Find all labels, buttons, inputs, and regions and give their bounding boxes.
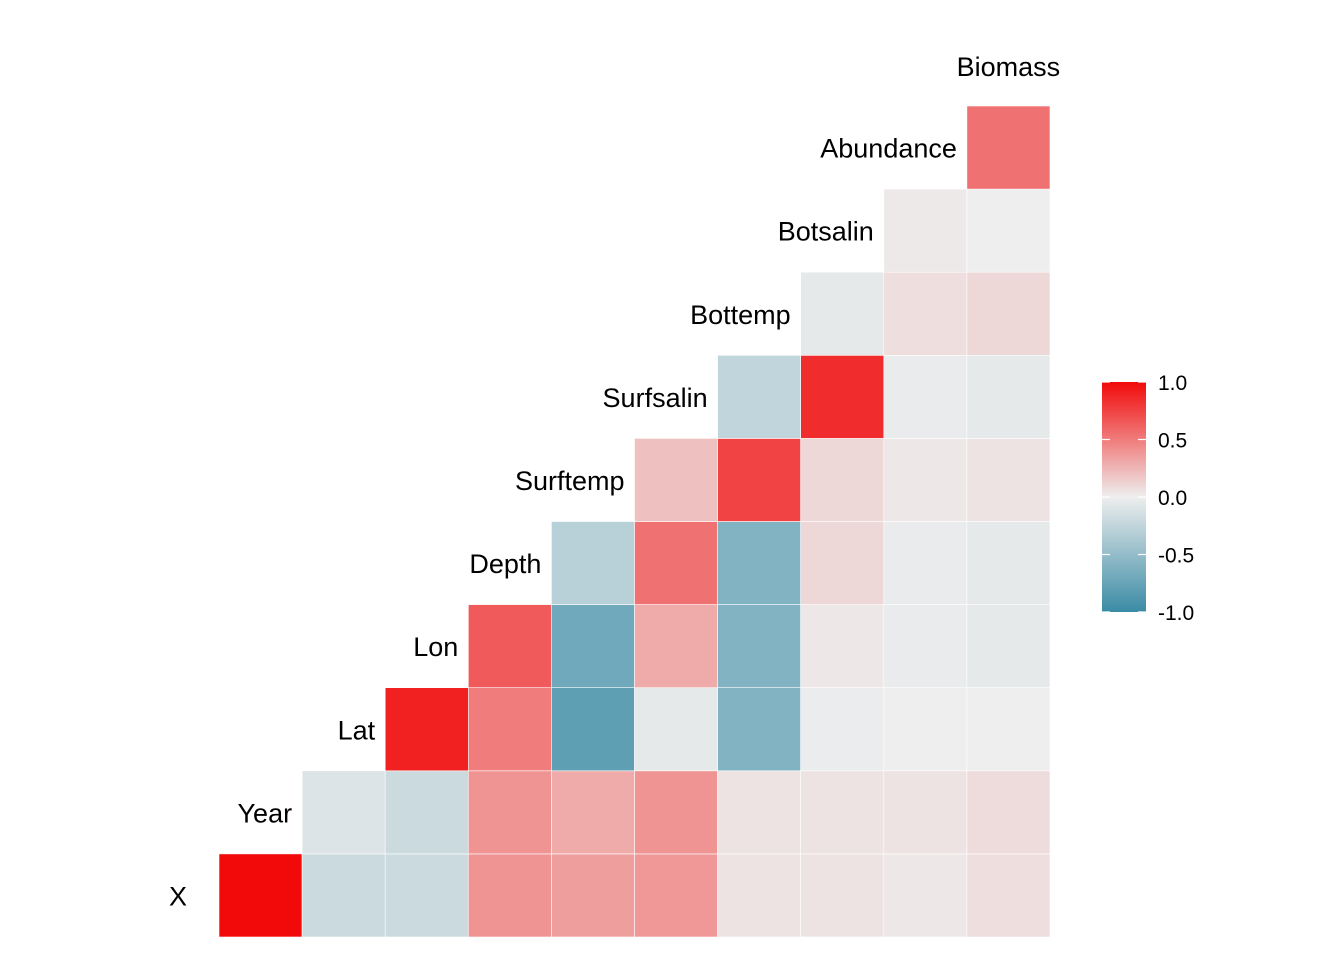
cell-surftemp-biomass xyxy=(966,438,1051,522)
cell-surfsalin-biomass xyxy=(966,354,1051,439)
variable-labels: X Year Lat Lon Depth Surftemp Surfsalin Bottemp… xyxy=(169,52,1060,912)
cell-lon-abundance xyxy=(883,604,968,688)
cell-x-bottemp xyxy=(717,853,801,938)
cell-surftemp-abundance xyxy=(883,438,968,522)
cell-depth-surftemp xyxy=(551,521,635,605)
cell-depth-bottemp xyxy=(717,521,801,605)
cell-year-botsalin xyxy=(800,770,885,855)
cell-lon-botsalin xyxy=(800,604,885,688)
cell-depth-biomass xyxy=(966,521,1051,605)
cell-x-surftemp xyxy=(551,853,635,938)
cell-x-depth xyxy=(467,853,552,938)
legend-ticks: 1.0 0.5 0.0 -0.5 -1.0 xyxy=(1102,372,1194,625)
cell-lon-biomass xyxy=(966,604,1051,688)
cell-bottemp-abundance xyxy=(883,271,968,356)
label-lat: Lat xyxy=(338,715,376,745)
cell-lat-depth xyxy=(467,687,552,772)
cell-surfsalin-botsalin xyxy=(800,354,885,439)
cell-depth-abundance xyxy=(883,521,968,605)
cell-lat-bottemp xyxy=(717,687,801,772)
legend-tick-label: 1.0 xyxy=(1158,372,1187,395)
cell-bottemp-biomass xyxy=(966,271,1051,356)
cell-abundance-biomass xyxy=(966,105,1051,190)
cell-surfsalin-bottemp xyxy=(717,354,801,439)
cell-lon-depth xyxy=(467,604,552,688)
label-depth: Depth xyxy=(469,549,541,579)
heatmap-cells xyxy=(218,105,1051,938)
cell-lon-surftemp xyxy=(551,604,635,688)
cell-surftemp-bottemp xyxy=(717,438,801,522)
cell-year-surfsalin xyxy=(634,770,718,855)
cell-x-lon xyxy=(384,853,469,938)
label-botsalin: Botsalin xyxy=(778,217,874,247)
cell-lat-surftemp xyxy=(551,687,635,772)
cell-x-surfsalin xyxy=(634,853,718,938)
cell-bottemp-botsalin xyxy=(800,271,885,356)
label-bottemp: Bottemp xyxy=(690,300,791,330)
cell-botsalin-abundance xyxy=(883,188,968,273)
label-x: X xyxy=(169,882,187,912)
label-biomass: Biomass xyxy=(957,52,1061,82)
cell-lat-abundance xyxy=(883,687,968,772)
cell-x-botsalin xyxy=(800,853,885,938)
cell-lat-biomass xyxy=(966,687,1051,772)
cell-year-lon xyxy=(384,770,469,855)
legend-tick-label: 0.5 xyxy=(1158,430,1187,453)
cell-year-surftemp xyxy=(551,770,635,855)
cell-botsalin-biomass xyxy=(966,188,1051,273)
cell-surftemp-botsalin xyxy=(800,438,885,522)
cell-lat-lon xyxy=(384,687,469,772)
label-abundance: Abundance xyxy=(820,134,957,164)
cell-year-abundance xyxy=(883,770,968,855)
cell-x-lat xyxy=(301,853,386,938)
cell-lat-surfsalin xyxy=(634,687,718,772)
legend-tick-label: -0.5 xyxy=(1158,545,1194,568)
cell-depth-surfsalin xyxy=(634,521,718,605)
label-surftemp: Surftemp xyxy=(515,466,625,496)
cell-x-abundance xyxy=(883,853,968,938)
cell-lon-bottemp xyxy=(717,604,801,688)
cell-year-lat xyxy=(301,770,386,855)
cell-depth-botsalin xyxy=(800,521,885,605)
label-year: Year xyxy=(238,798,293,828)
cell-x-biomass xyxy=(966,853,1051,938)
cell-lat-botsalin xyxy=(800,687,885,772)
legend-tick-label: 0.0 xyxy=(1158,487,1187,510)
label-lon: Lon xyxy=(413,632,458,662)
legend-tick-label: -1.0 xyxy=(1158,602,1194,625)
cell-surfsalin-abundance xyxy=(883,354,968,439)
cell-lon-surfsalin xyxy=(634,604,718,688)
color-legend: 1.0 0.5 0.0 -0.5 -1.0 xyxy=(1102,372,1194,625)
cell-year-bottemp xyxy=(717,770,801,855)
cell-year-depth xyxy=(467,770,552,855)
cell-year-biomass xyxy=(966,770,1051,855)
cell-x-year xyxy=(218,853,303,938)
cell-surftemp-surfsalin xyxy=(634,438,718,522)
label-surfsalin: Surfsalin xyxy=(603,383,708,413)
